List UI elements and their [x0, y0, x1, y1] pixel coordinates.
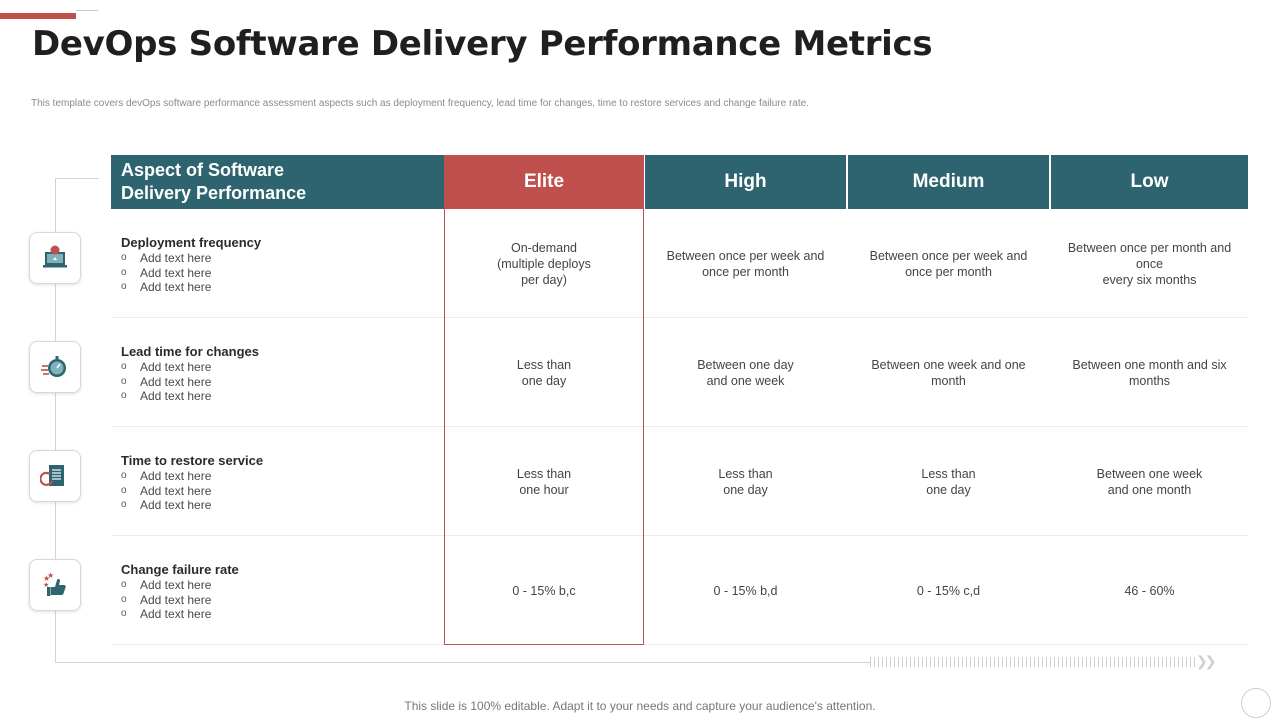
svg-text:★: ★ [47, 571, 54, 580]
header-low: Low [1051, 155, 1248, 209]
bullet-text: Add text here [140, 374, 212, 389]
list-item: o Add text here [121, 265, 212, 280]
corner-circle-decoration [1241, 688, 1271, 718]
cell-elite: On-demand (multiple deploys per day) [497, 240, 591, 287]
list-item: o Add text here [121, 360, 212, 374]
bullet-text: Add text here [140, 607, 212, 621]
restore-document-icon [29, 450, 81, 502]
table-row: Time to restore service o Add text here o… [0, 427, 1280, 536]
aspect-block: Lead time for changes o Add text here o Ad… [121, 344, 259, 404]
row-divider [111, 317, 1248, 318]
bullet-text: Add text here [140, 251, 212, 265]
connector-line [55, 178, 56, 663]
cell-medium: Between once per week and once per month [869, 248, 1028, 279]
bullet-text: Add text here [140, 578, 212, 592]
list-item: o Add text here [121, 483, 212, 498]
cell-low: Between once per month and once every si… [1067, 240, 1232, 287]
row-divider [111, 644, 1248, 645]
list-item: o Add text here [121, 607, 212, 621]
slide-footer: This slide is 100% editable. Adapt it to… [404, 699, 876, 713]
cell-high: Between one day and one week [697, 357, 794, 388]
list-item: o Add text here [121, 498, 212, 512]
cell-low: Between one week and one month [1096, 466, 1203, 497]
svg-text:★: ★ [43, 581, 49, 589]
cell-high: Between once per week and once per month [666, 248, 825, 279]
aspect-title: Deployment frequency [121, 235, 262, 250]
laptop-icon [29, 232, 81, 284]
header-aspect-line1: Aspect of Software [121, 160, 285, 180]
header-high: High [645, 155, 846, 209]
row-divider [111, 535, 1248, 536]
bullet-text: Add text here [140, 389, 212, 403]
bullet-text: Add text here [140, 469, 212, 483]
accent-line [76, 10, 98, 11]
list-item: o Add text here [121, 374, 212, 389]
bullet-text: Add text here [140, 483, 212, 498]
slide-title: DevOps Software Delivery Performance Met… [32, 24, 933, 64]
accent-bar [0, 13, 76, 19]
row-divider [111, 426, 1248, 427]
list-item: o Add text here [121, 469, 212, 483]
aspect-block: Change failure rate o Add text here o Add … [121, 562, 239, 622]
list-item: o Add text here [121, 578, 212, 592]
cell-low: Between one month and six months [1072, 357, 1227, 388]
list-item: o Add text here [121, 280, 212, 294]
aspect-title: Time to restore service [121, 453, 264, 468]
table-row: Deployment frequency o Add text here o Add… [0, 209, 1280, 318]
stopwatch-icon [29, 341, 81, 393]
cell-low: 46 - 60% [1124, 583, 1175, 598]
header-aspect: Aspect of Software Delivery Performance [111, 155, 444, 209]
bullet-text: Add text here [140, 592, 212, 607]
bullet-text: Add text here [140, 498, 212, 512]
list-item: o Add text here [121, 251, 212, 265]
table-row: Lead time for changes o Add text here o Ad… [0, 318, 1280, 427]
bullet-text: Add text here [140, 265, 212, 280]
header-elite: Elite [444, 155, 644, 209]
header-aspect-line2: Delivery Performance [121, 183, 307, 203]
svg-text:★: ★ [43, 574, 50, 583]
hatch-decoration [870, 657, 1195, 667]
list-item: o Add text here [121, 389, 212, 403]
thumbs-up-rating-icon: ★ ★ ★ [29, 559, 81, 611]
cell-high: Less than one day [718, 466, 773, 497]
cell-elite: Less than one day [516, 357, 572, 388]
aspect-title: Change failure rate [121, 562, 239, 577]
slide-subtitle: This template covers devOps software per… [31, 98, 809, 109]
connector-line [55, 178, 99, 179]
table-row: ★ ★ ★ Change failure rate o Add text here… [0, 536, 1280, 645]
bullet-text: Add text here [140, 360, 212, 374]
aspect-block: Deployment frequency o Add text here o Add… [121, 235, 261, 295]
list-item: o Add text here [121, 592, 212, 607]
cell-high: 0 - 15% b,d [713, 583, 778, 598]
aspect-title: Lead time for changes [121, 344, 259, 359]
bullet-text: Add text here [140, 280, 212, 294]
cell-medium: Between one week and one month [871, 357, 1026, 388]
aspect-block: Time to restore service o Add text here o… [121, 453, 263, 513]
cell-elite: 0 - 15% b,c [512, 583, 576, 598]
connector-line [55, 662, 870, 663]
cell-elite: Less than one hour [516, 466, 572, 497]
cell-medium: Less than one day [921, 466, 976, 497]
cell-medium: 0 - 15% c,d [916, 583, 981, 598]
double-chevron-icon: ❯❯ [1196, 653, 1217, 669]
header-medium: Medium [848, 155, 1049, 209]
